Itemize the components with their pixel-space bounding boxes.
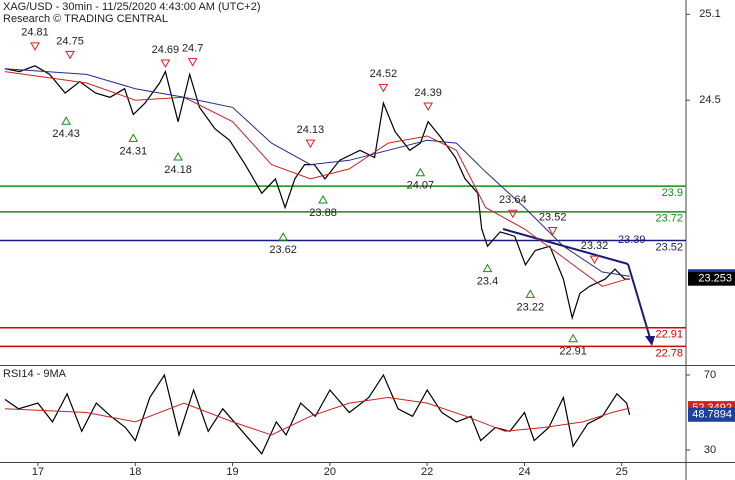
series-line <box>4 71 630 287</box>
arrow-head <box>645 336 655 346</box>
low-marker <box>568 333 578 343</box>
high-marker <box>507 209 518 219</box>
low-marker <box>61 116 72 125</box>
low-marker <box>173 151 183 161</box>
trend-arrow <box>627 263 651 339</box>
series-line <box>4 373 631 455</box>
high-label: 24.52 <box>370 68 398 80</box>
panel-title: RSI14 - 9MA <box>3 368 67 380</box>
high-marker <box>547 226 558 236</box>
high-label: 24.7 <box>182 42 203 54</box>
y-tick-label: 70 <box>704 369 716 381</box>
chart-subtitle: Research © TRADING CENTRAL <box>3 13 168 25</box>
last-value-box <box>688 271 735 286</box>
high-label: 24.13 <box>297 124 325 136</box>
last-value-box <box>688 407 735 422</box>
low-label: 24.07 <box>407 180 435 192</box>
high-label: 24.81 <box>21 27 49 39</box>
high-marker <box>160 59 171 69</box>
last-value-label: 48.7894 <box>692 409 732 421</box>
chart-title: XAG/USD - 30min - 11/25/2020 4:43:00 AM … <box>3 1 261 13</box>
high-marker <box>423 102 434 111</box>
level-label: 23.52 <box>655 241 683 253</box>
high-marker <box>187 58 198 67</box>
low-marker <box>525 289 536 298</box>
level-label: 23.9 <box>662 187 683 199</box>
high-marker <box>378 83 389 93</box>
low-marker <box>278 232 289 241</box>
high-marker <box>589 255 600 265</box>
series-line <box>4 396 630 436</box>
high-marker <box>30 42 40 51</box>
x-tick-label: 24 <box>518 466 530 478</box>
y-tick-label: 24.5 <box>699 94 720 106</box>
low-label: 23.4 <box>477 276 498 288</box>
last-value-label: 23.253 <box>698 273 732 285</box>
series-line <box>4 68 630 277</box>
x-tick-label: 19 <box>226 466 238 478</box>
high-label: 24.69 <box>152 44 180 56</box>
low-label: 24.18 <box>164 164 192 176</box>
low-label: 24.31 <box>120 145 148 157</box>
x-tick-label: 18 <box>129 466 141 478</box>
high-label: 23.52 <box>539 211 567 223</box>
y-tick-label: 25.1 <box>699 8 720 20</box>
high-label: 24.75 <box>56 35 84 47</box>
x-tick-label: 25 <box>616 466 628 478</box>
low-label: 22.91 <box>559 346 587 358</box>
low-label: 23.22 <box>517 301 545 313</box>
high-label: 23.64 <box>499 194 527 206</box>
x-tick-label: 22 <box>421 466 433 478</box>
level-label: 22.78 <box>655 347 683 359</box>
high-marker <box>305 139 316 149</box>
trend-line <box>502 228 629 265</box>
high-label: 24.39 <box>414 87 442 99</box>
low-marker <box>482 263 493 273</box>
low-marker <box>128 133 139 142</box>
level-label: 22.91 <box>655 329 683 341</box>
series-line <box>4 65 630 321</box>
x-tick-label: 20 <box>324 466 336 478</box>
low-label: 24.43 <box>52 128 80 140</box>
low-label: 23.88 <box>309 207 337 219</box>
low-marker <box>415 167 426 177</box>
x-tick-label: 17 <box>32 466 44 478</box>
y-tick-label: 30 <box>704 444 716 456</box>
low-label: 23.62 <box>269 244 297 256</box>
high-marker <box>65 50 75 60</box>
level-label: 23.72 <box>655 213 683 225</box>
high-label: 23.32 <box>581 240 609 252</box>
low-marker <box>318 194 328 204</box>
